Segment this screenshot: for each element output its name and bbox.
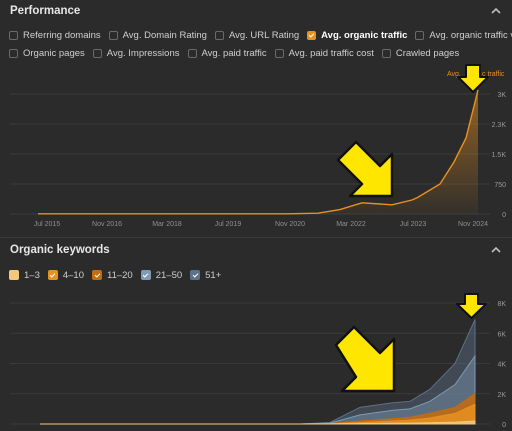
legend-label: 51+ [205,269,222,281]
checkbox-box[interactable] [214,30,224,40]
checkbox-label: Avg. URL Rating [228,29,300,41]
x-tick-label: Nov 2024 [458,221,488,228]
checkbox-avg-paid-traffic-cost[interactable]: Avg. paid traffic cost [274,47,374,59]
checkbox-avg-domain-rating[interactable]: Avg. Domain Rating [108,29,207,41]
checkbox-row-1: Referring domains Avg. Domain Rating Avg… [9,26,512,44]
organic-keywords-title: Organic keywords [10,244,110,256]
checkbox-avg-organic-traffic-value[interactable]: Avg. organic traffic value [415,30,512,41]
y-tick-label: 2K [497,392,506,399]
checkbox-avg-url-rating[interactable]: Avg. URL Rating [214,29,300,41]
checkbox-box[interactable] [187,48,197,58]
y-tick-label: 4K [497,362,506,369]
checkbox-crawled-pages[interactable]: Crawled pages [381,47,460,59]
legend-label: 4–10 [62,269,84,281]
checkbox-label: Avg. Impressions [106,47,180,59]
legend-51-plus[interactable]: 51+ [190,270,221,281]
y-tick-label: 750 [494,182,506,189]
annotation-arrow-large [334,325,396,393]
x-tick-label: Jul 2019 [215,221,242,228]
legend-label: 11–20 [107,269,133,281]
chevron-up-icon[interactable] [490,244,502,256]
checkbox-box[interactable] [381,48,391,58]
y-tick-label: 3K [497,92,506,99]
legend-11-20[interactable]: 11–20 [92,270,133,281]
y-tick-label: 0 [502,422,506,429]
checkbox-label: Avg. Domain Rating [122,29,207,41]
checkbox-label: Avg. paid traffic [201,47,267,59]
organic-traffic-line [38,89,479,215]
keyword-position-legend: 1–3 4–10 11–20 21–50 51+ [9,266,502,284]
series-label-head: Avg. [447,71,461,78]
legend-label: 1–3 [24,269,40,281]
keyword-stacked-areas [40,319,476,425]
checkbox-avg-organic-traffic[interactable]: Avg. organic traffic [307,30,407,41]
legend-swatch[interactable] [9,270,19,280]
organic-traffic-area [38,90,478,214]
checkbox-box[interactable] [9,30,18,40]
performance-header[interactable]: Performance [0,1,512,21]
chart-gridlines [10,93,490,215]
checkbox-referring-domains[interactable]: Referring domains [9,30,101,41]
legend-swatch[interactable] [92,270,102,280]
y-tick-label: 6K [497,331,506,338]
y-tick-label: 8K [497,301,506,308]
checkbox-label: Crawled pages [395,47,460,59]
organic-keywords-header[interactable]: Organic keywords [0,240,512,260]
x-tick-label: Mar 2022 [336,221,366,228]
x-tick-label: Mar 2018 [152,221,182,228]
performance-title: Performance [10,5,81,17]
legend-row: 1–3 4–10 11–20 21–50 51+ [9,266,502,284]
annotation-arrow-large [336,140,394,198]
checkbox-row-2: Organic pages Avg. Impressions Avg. paid… [9,44,502,62]
checkbox-box[interactable] [92,48,102,58]
checkbox-label: Avg. paid traffic cost [288,47,374,59]
checkbox-box[interactable] [9,48,18,58]
checkbox-box[interactable] [108,30,118,40]
legend-4-10[interactable]: 4–10 [47,269,84,281]
keyword-area-4 [40,354,476,425]
checkbox-box-checked[interactable] [307,30,317,40]
x-tick-label: Nov 2016 [92,221,122,228]
checkbox-label: Organic pages [23,47,85,59]
checkbox-box[interactable] [274,48,284,58]
section-divider [0,237,512,238]
checkbox-avg-impressions[interactable]: Avg. Impressions [92,47,180,59]
x-tick-label: Nov 2020 [275,221,305,228]
checkbox-avg-paid-traffic[interactable]: Avg. paid traffic [187,47,267,59]
legend-21-50[interactable]: 21–50 [140,269,183,281]
y-tick-label: 2.3K [492,122,507,129]
chevron-up-icon[interactable] [490,5,502,17]
x-axis-ticks: Jul 2015 Nov 2016 Mar 2018 Jul 2019 Nov 2020… [34,221,488,228]
y-tick-label: 1.5K [492,152,507,159]
y-axis-ticks: 8K 6K 4K 2K 0 [497,301,506,429]
performance-metric-checkboxes: Referring domains Avg. Domain Rating Avg… [9,26,512,62]
annotation-arrow-down [457,64,489,93]
legend-swatch[interactable] [140,270,151,280]
x-tick-label: Jul 2015 [34,221,61,228]
annotation-arrow-down [456,293,487,319]
organic-keywords-chart: 8K 6K 4K 2K 0 [10,293,506,429]
legend-swatch[interactable] [47,270,58,280]
legend-1-3[interactable]: 1–3 [9,270,40,281]
x-tick-label: Jul 2023 [400,221,427,228]
legend-swatch[interactable] [190,270,201,280]
y-axis-ticks: 3K 2.3K 1.5K 750 0 [492,92,507,219]
checkbox-organic-pages[interactable]: Organic pages [9,48,85,59]
checkbox-box[interactable] [415,30,425,40]
checkbox-label: Referring domains [23,29,101,41]
legend-label: 21–50 [155,269,183,281]
keyword-area-1 [40,420,476,425]
y-tick-label: 0 [502,212,506,219]
keyword-area-5 [40,319,476,425]
checkbox-label: Avg. organic traffic value [429,29,512,41]
series-label-tail: c traffic [482,71,505,78]
checkbox-label: Avg. organic traffic [321,29,408,41]
